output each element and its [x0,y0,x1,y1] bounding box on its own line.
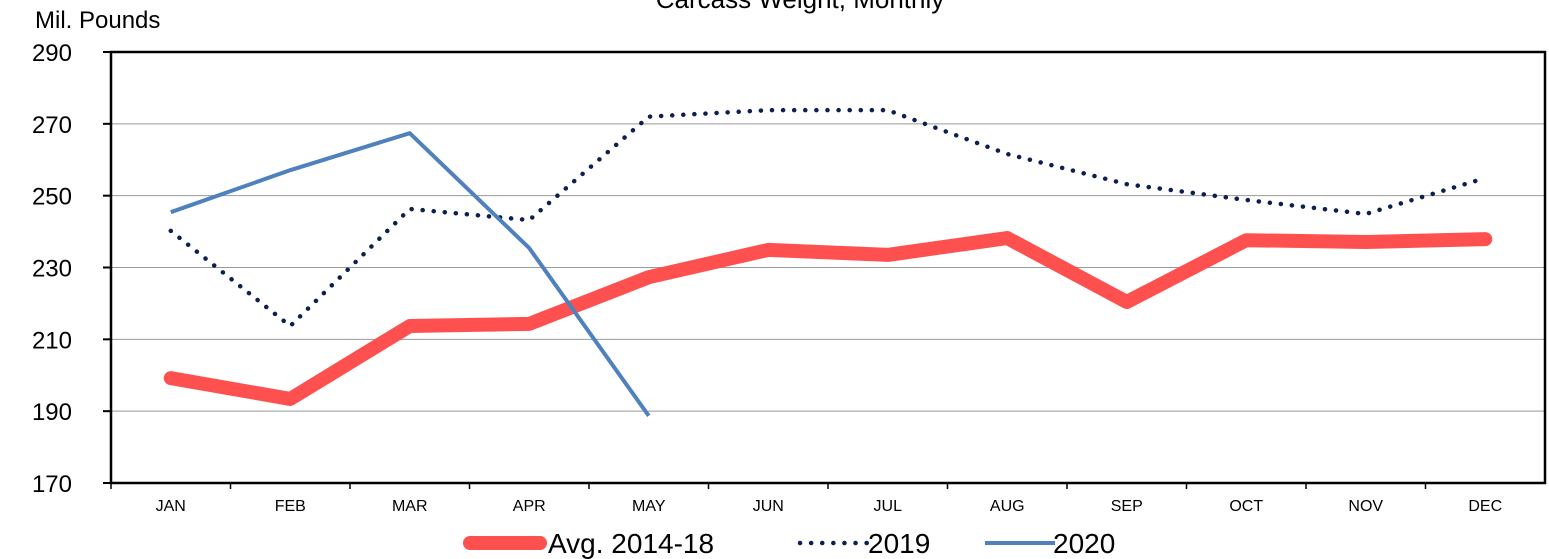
x-tick-label: APR [513,498,546,515]
chart-title: Carcass Weight, Monthly [656,0,945,14]
y-axis-label: Mil. Pounds [35,7,160,34]
y-tick-label: 290 [32,40,72,67]
series-line [163,231,1493,406]
y-tick-label: 270 [32,112,72,139]
legend-label: Avg. 2014-18 [548,528,714,559]
x-tick-label: JUN [753,498,784,515]
legend-label: 2019 [868,528,930,559]
y-tick-label: 250 [32,184,72,211]
x-tick-label: NOV [1348,498,1383,515]
x-tick-label: JUL [874,498,903,515]
x-tick-label: SEP [1111,498,1143,515]
x-tick-label: OCT [1229,498,1263,515]
x-tick-label: MAY [632,498,666,515]
x-tick-label: AUG [990,498,1025,515]
x-tick-label: FEB [275,498,306,515]
y-tick-label: 170 [32,471,72,498]
x-tick-label: DEC [1468,498,1502,515]
y-tick-label: 230 [32,256,72,283]
legend-label: 2020 [1053,528,1115,559]
x-tick-label: JAN [156,498,186,515]
y-tick-label: 190 [32,399,72,426]
x-tick-label: MAR [392,498,428,515]
series-line [168,107,1488,329]
y-tick-label: 210 [32,327,72,354]
series-line [170,131,651,417]
